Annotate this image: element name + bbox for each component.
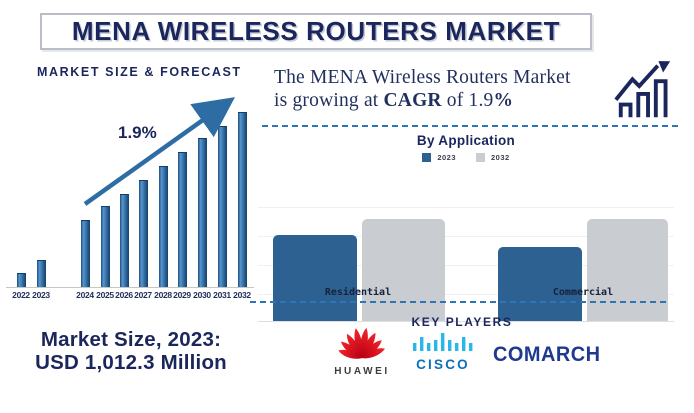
legend-swatch (476, 153, 485, 162)
forecast-bar-2028 (158, 166, 168, 287)
forecast-bar-2024 (80, 220, 90, 287)
key-players-heading: KEY PLAYERS (411, 315, 513, 329)
huawei-logo: HUAWEI (330, 320, 394, 377)
forecast-bar-2023 (36, 260, 46, 287)
legend-label: 2023 (437, 153, 456, 162)
legend-item-2032: 2032 (476, 153, 510, 162)
forecast-year-label: 2032 (233, 290, 251, 300)
growth-trend-icon (614, 61, 671, 118)
by-application-legend: 2023 2032 (258, 153, 674, 162)
cagr-annotation: 1.9% (118, 123, 157, 142)
cagr-word: CAGR (383, 90, 442, 111)
app-bar-commercial-2032 (587, 219, 668, 321)
forecast-year-label: 2025 (96, 290, 114, 300)
dashed-divider-bottom (250, 301, 668, 303)
legend-swatch (422, 153, 432, 162)
cisco-bars-icon (413, 333, 473, 351)
cagr-statement: The MENA Wireless Routers Market is grow… (274, 66, 610, 112)
forecast-year-label: 2022 (12, 290, 30, 300)
forecast-year-label: 2030 (193, 290, 211, 300)
by-application-title: By Application (416, 133, 516, 148)
market-size-forecast-chart: MARKET SIZE & FORECAST 2022 2023 2024 2025 2… (0, 60, 260, 308)
trend-arrow-icon (83, 97, 235, 206)
title-banner: MENA WIRELESS ROUTERS MARKET (40, 13, 592, 50)
market-size-callout: Market Size, 2023: USD 1,012.3 Million (18, 328, 244, 374)
forecast-bar-2027 (138, 180, 148, 287)
forecast-year-label: 2026 (115, 290, 133, 300)
market-size-line2: USD 1,012.3 Million (35, 351, 227, 374)
statement-line2: is growing at CAGR of 1.9% (274, 90, 514, 111)
gridline (258, 265, 674, 266)
app-bar-residential-2023 (273, 235, 357, 321)
dashed-divider-top (262, 125, 678, 127)
forecast-year-label: 2023 (32, 290, 50, 300)
forecast-year-label: 2028 (154, 290, 172, 300)
forecast-bar-2029 (177, 152, 187, 287)
huawei-flower-icon (338, 327, 385, 359)
forecast-x-axis (6, 287, 254, 288)
statement-line1: The MENA Wireless Routers Market (274, 67, 571, 88)
app-bar-residential-2032 (362, 219, 445, 321)
forecast-year-label: 2031 (213, 290, 231, 300)
forecast-bar-2026 (119, 194, 129, 287)
forecast-bar-2032 (237, 112, 247, 287)
page-title: MENA WIRELESS ROUTERS MARKET (71, 16, 561, 46)
by-application-plot (258, 168, 674, 322)
forecast-year-label: 2027 (134, 290, 152, 300)
by-application-chart: By Application 2023 2032 Residential Comme… (258, 130, 674, 322)
forecast-bar-2025 (100, 206, 110, 287)
forecast-chart-title: MARKET SIZE & FORECAST (37, 65, 242, 79)
forecast-bar-2022 (16, 273, 26, 287)
legend-label: 2032 (491, 153, 510, 162)
percent-sign: % (493, 90, 514, 111)
gridline (258, 294, 674, 295)
cisco-wordmark: CISCO (416, 357, 470, 372)
market-size-line1: Market Size, 2023: (40, 328, 222, 351)
gridline (258, 207, 674, 208)
forecast-bar-2030 (197, 138, 207, 287)
app-bar-commercial-2023 (498, 247, 582, 321)
legend-item-2023: 2023 (422, 153, 456, 162)
forecast-year-label: 2024 (76, 290, 94, 300)
category-label-residential: Residential (324, 287, 392, 298)
huawei-wordmark: HUAWEI (334, 366, 390, 377)
comarch-logo: COMARCH (493, 343, 601, 366)
category-label-commercial: Commercial (552, 287, 614, 298)
forecast-year-label: 2029 (173, 290, 191, 300)
cisco-logo: CISCO (410, 331, 476, 372)
by-application-baseline (258, 321, 674, 322)
gridline (258, 236, 674, 237)
